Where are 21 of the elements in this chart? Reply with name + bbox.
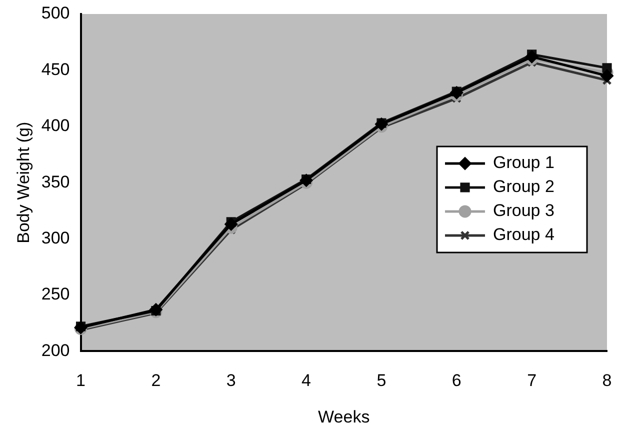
x-tick-label: 7 [527, 371, 537, 390]
y-tick-label: 250 [41, 284, 70, 304]
x-tick-label: 6 [452, 371, 462, 390]
x-axis-title: Weeks [318, 407, 370, 426]
y-tick-label: 400 [41, 116, 70, 136]
legend-label: Group 4 [493, 225, 554, 244]
legend-label: Group 2 [493, 177, 554, 196]
legend-label: Group 1 [493, 153, 554, 172]
x-tick-label: 2 [151, 371, 161, 390]
y-tick-label: 200 [41, 340, 70, 360]
x-tick-label: 4 [302, 371, 312, 390]
x-tick-label: 5 [376, 371, 386, 390]
x-tick-label: 8 [602, 371, 612, 390]
legend-label: Group 3 [493, 201, 554, 220]
y-tick-label: 500 [41, 4, 70, 23]
x-tick-label: 1 [76, 371, 86, 390]
y-tick-label: 350 [41, 172, 70, 192]
y-tick-label: 300 [41, 228, 70, 248]
y-tick-label: 450 [41, 60, 70, 79]
y-axis-title: Body Weight (g) [14, 122, 33, 244]
x-tick-label: 3 [226, 371, 236, 390]
